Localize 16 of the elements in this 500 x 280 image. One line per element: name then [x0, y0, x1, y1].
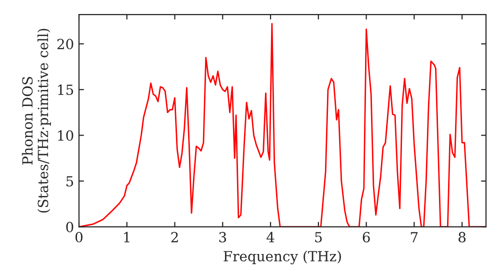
y-tick-label: 10 [58, 130, 74, 141]
x-tick-label: 6 [362, 232, 370, 242]
x-tick-label: 8 [458, 232, 466, 242]
y-tick-label: 20 [57, 38, 74, 50]
y-axis-title: Phonon DOS (States/THz·primitive cell) [22, 28, 51, 213]
x-axis-title: Frequency (THz) [224, 250, 341, 264]
y-tick-label: 15 [58, 84, 74, 96]
y-tick-label: 5 [66, 176, 74, 187]
x-tick-label: 2 [171, 232, 178, 242]
y-tick-label: 0 [66, 222, 74, 232]
x-tick-label: 3 [219, 232, 226, 242]
x-tick-label: 4 [266, 232, 274, 242]
x-tick-label: 5 [315, 232, 322, 242]
x-tick-label: 1 [124, 232, 130, 242]
x-tick-label: 7 [410, 232, 418, 242]
x-tick-label: 0 [75, 232, 82, 242]
